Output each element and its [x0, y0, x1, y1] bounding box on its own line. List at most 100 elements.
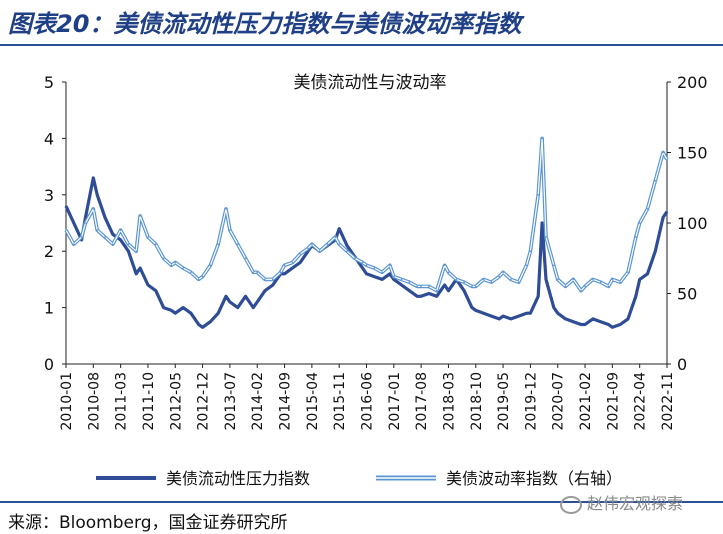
data-point	[135, 250, 137, 252]
data-point	[420, 295, 422, 298]
data-point	[244, 295, 247, 298]
data-point	[291, 261, 294, 264]
data-point	[564, 318, 567, 320]
series-line-outline	[64, 136, 669, 293]
data-point	[556, 278, 559, 281]
data-point	[236, 243, 239, 245]
y-left-tick-label: 1	[44, 299, 54, 318]
x-tick-label: 2022-04	[633, 372, 649, 431]
data-point	[525, 264, 528, 267]
data-point	[564, 285, 567, 288]
x-tick-label: 2018-10	[469, 372, 485, 431]
data-point	[217, 312, 219, 315]
series-line	[64, 176, 669, 329]
data-point	[510, 318, 512, 320]
data-point	[299, 253, 302, 255]
x-tick-label: 2017-08	[414, 372, 430, 431]
x-tick-label: 2015-11	[332, 372, 348, 431]
data-point	[119, 229, 122, 231]
x-tick-label: 2013-07	[223, 372, 239, 431]
data-point	[361, 261, 364, 264]
data-point	[182, 306, 184, 309]
data-point	[272, 284, 274, 286]
x-tick-label: 2012-12	[196, 372, 212, 431]
x-tick-label: 2017-01	[387, 372, 403, 431]
data-point	[197, 278, 200, 281]
data-point	[182, 267, 184, 269]
data-point	[529, 312, 532, 315]
legend-label: 美债波动率指数（右轴）	[446, 469, 622, 488]
data-point	[654, 250, 657, 252]
data-point	[611, 326, 614, 329]
data-point	[599, 281, 602, 283]
data-point	[666, 158, 668, 161]
data-point	[435, 295, 438, 298]
data-point	[197, 323, 200, 326]
x-tick-label: 2022-11	[660, 372, 676, 431]
y-left-tick-label: 5	[44, 73, 54, 92]
data-point	[545, 236, 547, 238]
data-point	[541, 222, 543, 224]
data-point	[638, 222, 641, 224]
data-point	[139, 215, 141, 217]
data-point	[318, 250, 321, 252]
data-point	[104, 236, 106, 238]
data-point	[236, 306, 239, 309]
data-point	[381, 271, 383, 274]
data-point	[217, 243, 219, 245]
data-point	[666, 210, 668, 213]
data-point	[635, 236, 637, 238]
data-point	[155, 243, 157, 245]
figure-title: 图表20：美债流动性压力指数与美债波动率指数	[8, 10, 522, 38]
data-point	[635, 295, 637, 298]
data-point	[443, 264, 446, 267]
x-tick-label: 2021-02	[578, 372, 594, 431]
watermark-text: 赵伟宏观探索	[587, 494, 684, 513]
data-point	[256, 301, 259, 303]
data-point	[112, 233, 114, 236]
data-point	[471, 306, 473, 309]
data-point	[482, 278, 485, 281]
data-point	[92, 177, 95, 179]
data-point	[65, 229, 67, 231]
data-point	[510, 278, 512, 281]
data-point	[279, 271, 282, 274]
data-point	[264, 289, 266, 292]
data-point	[646, 208, 649, 210]
data-point	[170, 309, 173, 312]
data-point	[428, 292, 430, 295]
y-left-tick-label: 4	[44, 129, 54, 148]
data-point	[96, 194, 98, 196]
data-point	[416, 285, 419, 288]
legend: 美债流动性压力指数 美债波动率指数（右轴）	[96, 469, 622, 488]
data-point	[112, 243, 114, 245]
data-point	[416, 295, 419, 298]
data-point	[498, 275, 501, 278]
data-point	[475, 309, 477, 312]
data-point	[209, 320, 212, 323]
data-point	[174, 261, 177, 264]
x-tick-label: 2014-02	[250, 372, 266, 431]
data-point	[490, 281, 493, 283]
data-point	[389, 264, 391, 267]
data-point	[252, 306, 255, 309]
data-point	[365, 273, 368, 275]
x-tick-label: 2016-06	[360, 372, 376, 431]
data-point	[447, 271, 450, 274]
data-point	[65, 205, 67, 207]
y-left-tick-label: 3	[44, 186, 54, 205]
data-point	[389, 273, 391, 275]
data-point	[502, 315, 504, 317]
data-point	[201, 326, 204, 329]
data-point	[373, 267, 376, 269]
data-point	[338, 227, 341, 230]
data-point	[229, 301, 231, 303]
data-point	[338, 243, 341, 245]
data-point	[311, 243, 313, 245]
data-point	[225, 295, 227, 298]
data-point	[662, 216, 664, 219]
data-point	[346, 250, 348, 252]
data-point	[400, 278, 403, 281]
